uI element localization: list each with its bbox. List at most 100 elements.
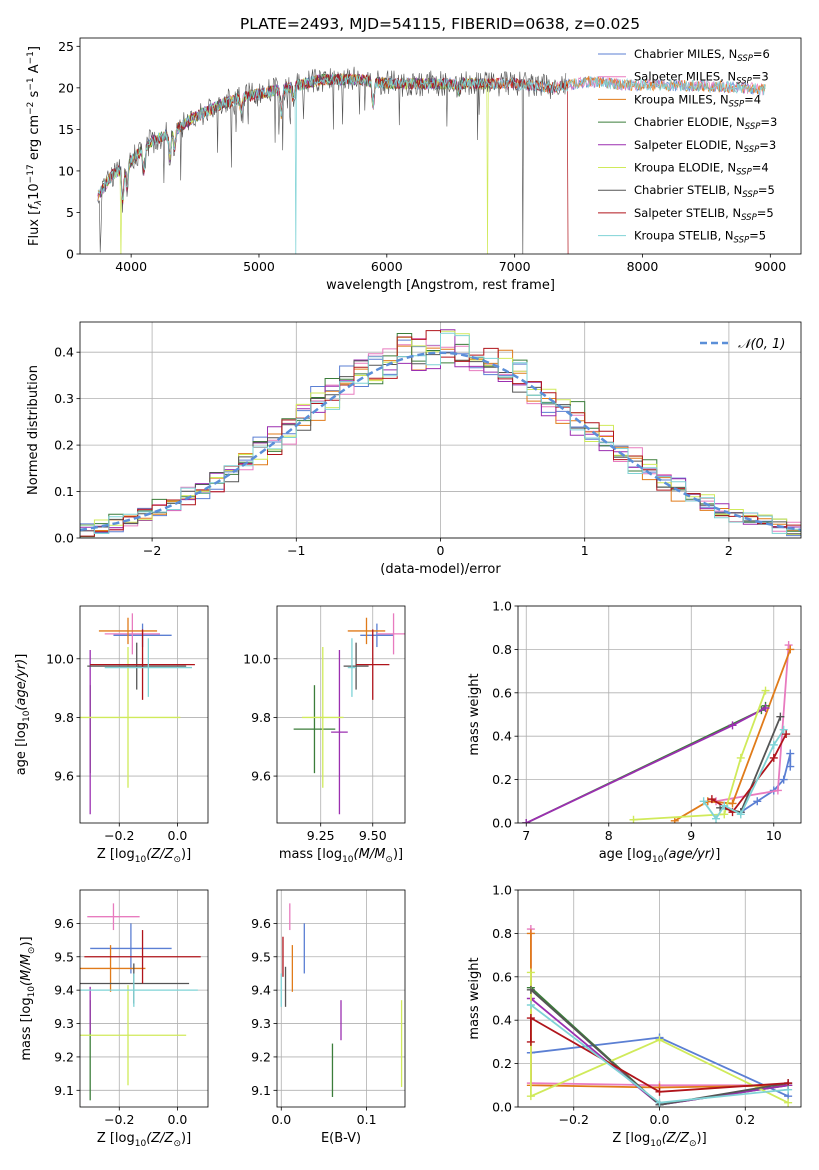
x-axis-label-part: 10 <box>652 855 664 865</box>
x-axis-label-sun-symbol: ⊙ <box>173 855 181 865</box>
data-point-marker <box>769 740 778 749</box>
axes-frame <box>79 889 209 1108</box>
axes-frame <box>517 605 802 824</box>
grid-lines <box>80 606 208 823</box>
y-tick-label: 0.2 <box>492 772 512 787</box>
data-point-marker <box>786 749 795 758</box>
y-axis-label-part: f <box>27 203 42 210</box>
y-tick-label: 9.4 <box>251 983 271 998</box>
x-tick-label: 7000 <box>499 259 531 274</box>
residuals-panel: −2 −1 0 1 2 0.0 0.1 0.2 0.3 0.4 𝒩(0, 1) (data-model… <box>26 321 802 577</box>
legend-entry: 𝒩(0, 1) <box>738 337 785 352</box>
legend-entry: Salpeter ELODIE, NSSP=3 <box>634 138 776 155</box>
x-axis-label: age [log10(age/yr)] <box>599 847 721 865</box>
data-point-marker <box>784 1085 793 1094</box>
x-axis-label-quantity: (Z/Z <box>662 1131 690 1146</box>
legend-entry-subscript: SSP <box>744 145 760 155</box>
y-tick-label: 0.2 <box>492 1056 512 1071</box>
x-axis-label-main: Z [log <box>97 847 135 862</box>
y-axis-label-part: 10 <box>22 710 32 722</box>
x-axis-label-quantity: (Z/Z <box>146 847 174 862</box>
axes-frame <box>79 321 802 539</box>
x-axis-label-quantity: (Z/Z <box>146 1131 174 1146</box>
data-point-marker <box>526 1001 535 1010</box>
grid-lines <box>518 889 801 1108</box>
x-axis-label-sun-symbol: ⊙ <box>689 1139 697 1149</box>
y-tick-label: 9.8 <box>54 710 74 725</box>
x-tick-label: 0.0 <box>271 1112 291 1127</box>
legend-entry-count: =5 <box>757 206 774 220</box>
legend-entry-subscript: SSP <box>737 54 753 64</box>
spectrum-series-line <box>97 73 766 254</box>
y-tick-label: 5 <box>66 205 74 220</box>
data-point-marker <box>526 929 535 938</box>
data-point-marker <box>776 712 785 721</box>
x-axis-label-part: ] <box>715 847 720 862</box>
data-point-marker <box>786 645 795 654</box>
y-tick-label: 9.4 <box>54 983 74 998</box>
plot-area <box>526 925 793 1107</box>
legend-entry: Salpeter MILES, NSSP=3 <box>634 70 769 87</box>
legend-entry-subscript: SSP <box>729 99 745 109</box>
y-tick-label: 0.0 <box>54 531 74 546</box>
x-axis-label-subscript: 10 <box>650 1139 662 1149</box>
data-point-marker <box>526 1037 535 1046</box>
y-tick-label: 10 <box>58 163 74 178</box>
x-tick-label: −2 <box>143 543 161 558</box>
y-axis-label-part: (age/yr) <box>14 659 29 711</box>
mass-vs-ebv-panel: 0.0 0.1 9.1 9.2 9.3 9.4 9.5 9.6 E(B-V) <box>251 889 406 1146</box>
x-axis-label: mass [log10(M/M⊙)] <box>279 847 403 865</box>
y-tick-label: 9.2 <box>54 1049 74 1064</box>
y-tick-label: 9.6 <box>54 769 74 784</box>
x-axis-label-end: )] <box>181 1131 191 1146</box>
massweight-vs-age-panel: 7 8 9 10 0.0 0.2 0.4 0.6 0.8 1.0 mass weight age [l… <box>467 599 802 865</box>
y-tick-label: 0.0 <box>492 816 512 831</box>
y-tick-label: 9.5 <box>251 949 271 964</box>
x-axis-label-end: )] <box>697 1131 707 1146</box>
y-tick-label: 9.2 <box>251 1049 271 1064</box>
y-tick-label: 0.4 <box>492 729 512 744</box>
y-axis-label: Normed distribution <box>26 365 41 495</box>
data-point-marker <box>655 1087 664 1096</box>
y-axis-label-part: s <box>27 90 42 101</box>
legend-entry-name: Kroupa MILES, N <box>634 92 729 106</box>
x-tick-label: 5000 <box>243 259 275 274</box>
legend-entry-count: =4 <box>752 161 769 175</box>
axes-frame <box>79 605 209 824</box>
legend-entry-subscript: SSP <box>745 122 761 132</box>
x-tick-label: −0.2 <box>104 1112 134 1127</box>
x-axis-label-subscript: 10 <box>342 855 354 865</box>
legend-entry: Kroupa STELIB, NSSP=5 <box>634 229 766 246</box>
x-tick-label: 2 <box>725 543 733 558</box>
x-tick-label: 9.50 <box>359 828 387 843</box>
data-point-marker <box>629 815 638 823</box>
y-axis-label-part: ] <box>14 654 29 659</box>
data-point-marker <box>753 797 762 806</box>
legend-entry-subscript: SSP <box>734 236 750 246</box>
ticks: −0.2 0.0 9.6 9.8 10.0 <box>46 651 187 843</box>
data-point-marker <box>761 686 770 695</box>
legend-entry-subscript: SSP <box>742 190 758 200</box>
data-point-marker <box>736 753 745 762</box>
y-axis-label-part: −1 <box>26 51 36 64</box>
y-axis-label: Flux [fλ10−17 erg cm−2 s−1 A−1] <box>26 46 44 246</box>
y-axis-label-part: age [log <box>14 722 29 775</box>
data-point-marker <box>782 730 791 739</box>
y-axis-label-part: 10 <box>27 986 37 998</box>
x-axis-label: (data-model)/error <box>380 562 501 577</box>
legend-entry-count: =4 <box>744 92 761 106</box>
legend-entry: Kroupa MILES, NSSP=4 <box>634 92 761 109</box>
data-point-marker <box>736 810 745 819</box>
mass-weight-line <box>674 649 792 822</box>
y-tick-label: 9.3 <box>251 1016 271 1031</box>
y-tick-label: 15 <box>58 122 74 137</box>
axes-frame <box>79 37 802 255</box>
y-tick-label: 9.6 <box>251 769 271 784</box>
y-axis-label-part: ] <box>27 46 42 51</box>
data-point-marker <box>761 703 770 712</box>
data-point-marker <box>522 819 531 823</box>
data-point-marker <box>670 816 679 823</box>
legend-entry-count: =3 <box>760 115 777 129</box>
y-tick-label: 1.0 <box>492 599 512 614</box>
